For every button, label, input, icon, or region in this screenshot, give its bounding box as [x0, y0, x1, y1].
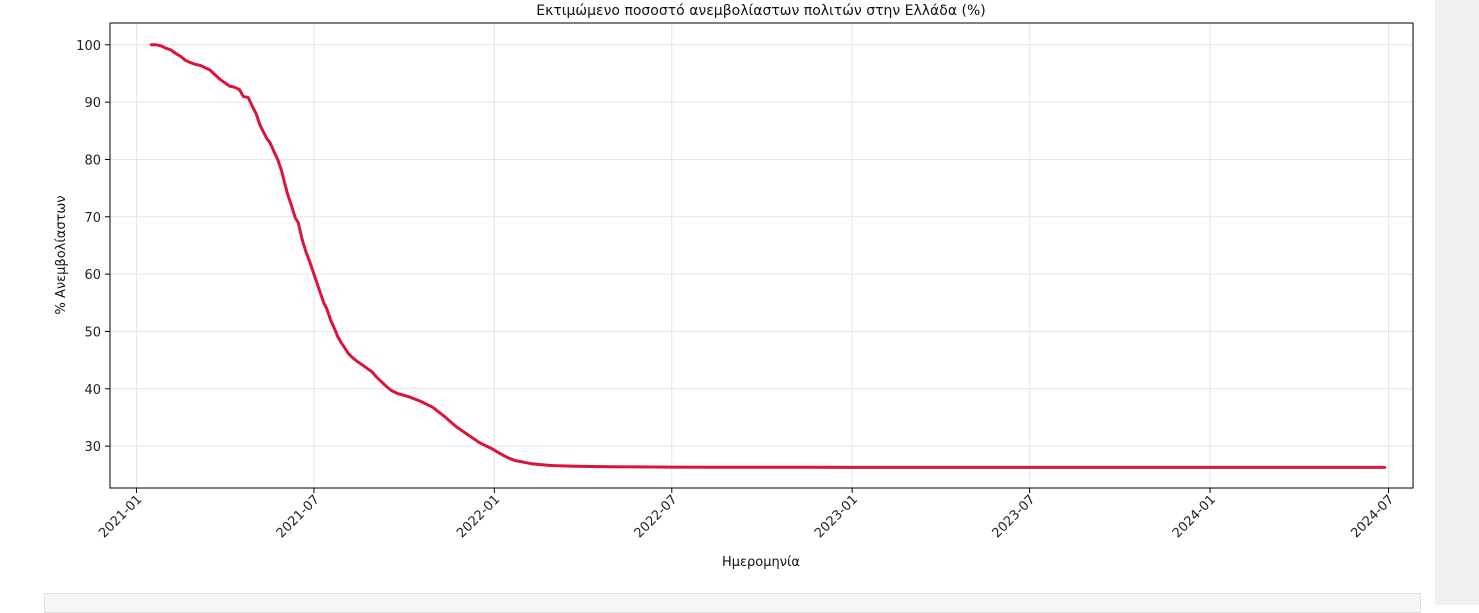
y-tick-label: 80	[84, 153, 101, 168]
y-tick-label: 30	[84, 440, 101, 455]
y-tick-label: 100	[76, 39, 101, 54]
y-tick-label: 90	[84, 96, 101, 111]
y-gridlines	[110, 44, 1413, 447]
x-tick-label: 2021-07	[274, 492, 323, 541]
x-axis-label: Ημερομηνία	[722, 555, 800, 570]
x-tick-label: 2022-01	[454, 492, 503, 541]
x-tick-label: 2024-07	[1348, 492, 1397, 541]
output-area	[44, 593, 1421, 613]
scrollbar-track[interactable]	[1435, 0, 1479, 605]
x-tick-label: 2024-01	[1170, 492, 1219, 541]
x-tick-label: 2021-01	[96, 492, 145, 541]
y-tick-label: 50	[84, 325, 101, 340]
series-line	[149, 43, 1387, 469]
line-chart: 2021-01 2021-07 2022-01 2022-07 2023-01 2023-…	[54, 3, 1414, 570]
y-axis-label: % Ανεμβολίαστων	[54, 195, 69, 314]
x-axis-ticks: 2021-01 2021-07 2022-01 2022-07 2023-01 2023-…	[96, 488, 1397, 541]
plot-frame	[109, 22, 1414, 489]
chart-title: Εκτιμώμενο ποσοστό ανεμβολίαστων πολιτών…	[536, 3, 986, 19]
x-tick-label: 2023-07	[989, 492, 1038, 541]
x-gridlines	[135, 23, 1389, 488]
y-axis-ticks: 30 40 50 60 70 80 90 100	[76, 39, 110, 455]
x-tick-label: 2022-07	[632, 492, 681, 541]
x-tick-label: 2023-01	[812, 492, 861, 541]
y-tick-label: 60	[84, 268, 101, 283]
y-tick-label: 40	[84, 383, 101, 398]
y-tick-label: 70	[84, 211, 101, 226]
